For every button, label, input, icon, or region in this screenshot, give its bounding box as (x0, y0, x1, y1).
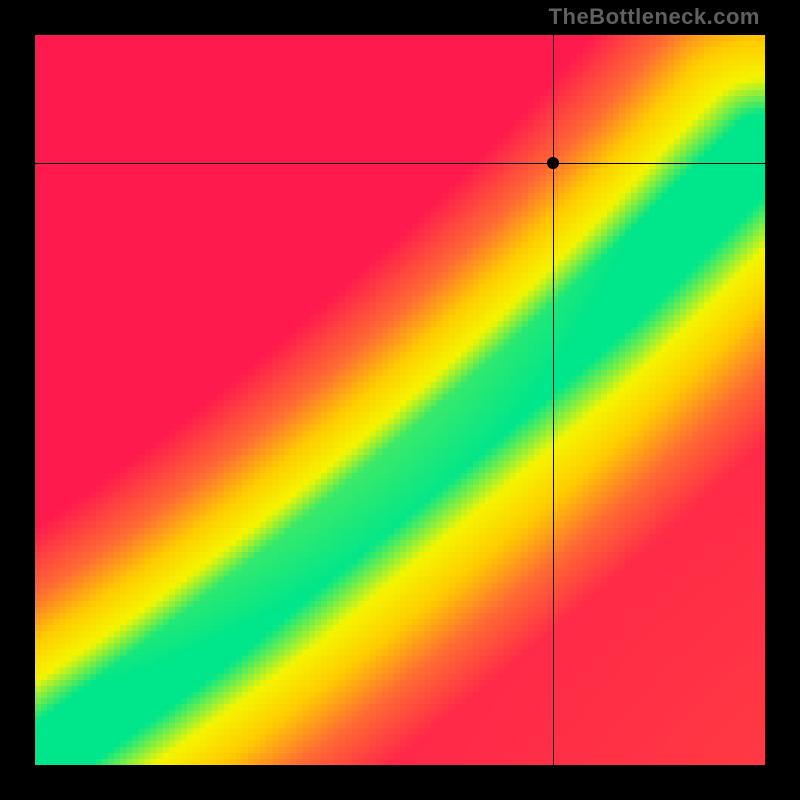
crosshair-vertical (553, 35, 554, 765)
heatmap-canvas (35, 35, 765, 765)
crosshair-horizontal (35, 163, 765, 164)
heatmap-plot (35, 35, 765, 765)
chart-container: TheBottleneck.com (0, 0, 800, 800)
attribution-label: TheBottleneck.com (549, 4, 760, 30)
crosshair-marker (547, 157, 559, 169)
